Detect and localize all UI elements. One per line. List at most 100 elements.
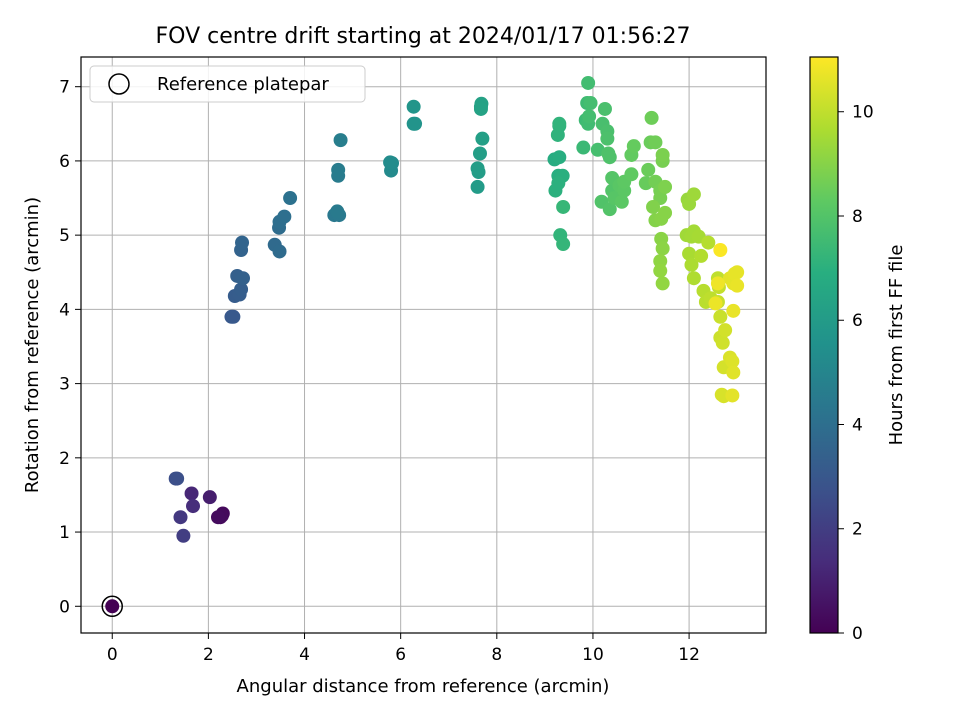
y-tick-label: 6 [59,152,70,172]
data-point [333,133,348,148]
data-point [202,490,217,505]
x-axis-ticks: 0 2 4 6 8 10 12 [107,633,700,665]
grid-lines [81,57,766,633]
data-point [708,296,723,311]
data-point [658,179,673,194]
data-point [614,194,629,209]
data-point [408,116,423,131]
x-tick-label: 10 [582,645,604,665]
x-axis-label: Angular distance from reference (arcmin) [237,676,610,697]
data-point [186,499,201,514]
chart-title: FOV centre drift starting at 2024/01/17 … [156,24,691,49]
data-point [648,135,663,150]
colorbar-label: Hours from first FF file [886,245,907,446]
data-point [582,109,597,124]
x-tick-label: 4 [299,645,310,665]
data-point [283,191,298,206]
data-point [173,510,188,525]
data-point [105,599,120,614]
data-point [226,309,241,324]
y-tick-label: 1 [59,523,70,543]
data-point [655,241,670,256]
data-point [470,161,485,176]
data-point [170,471,185,486]
data-point [641,162,656,177]
legend: Reference platepar [89,65,366,103]
x-tick-label: 2 [203,645,214,665]
y-axis-label: Rotation from reference (arcmin) [22,197,43,493]
data-point [713,242,728,257]
data-point [475,131,490,146]
data-point [597,101,612,116]
data-point [470,179,485,194]
legend-marker-icon [108,73,130,95]
data-point [184,486,199,501]
data-point [590,142,605,157]
data-point [710,276,725,291]
data-point [653,254,668,269]
data-point [718,323,733,338]
data-point [550,127,565,142]
colorbar-tick-label: 0 [852,624,863,644]
data-point [472,146,487,161]
data-point [655,147,670,162]
data-point [331,162,346,177]
data-point [653,263,668,278]
data-point [330,204,345,219]
data-point [552,150,567,165]
data-point [581,75,596,90]
colorbar-tick-label: 8 [852,207,863,227]
data-point [576,140,591,155]
y-tick-label: 5 [59,226,70,246]
colorbar-tick-label: 2 [852,520,863,540]
data-point [556,237,571,252]
data-point [694,248,709,263]
data-point [406,99,421,114]
y-axis-ticks: 0 1 2 3 4 5 6 7 [59,78,81,617]
data-point [686,271,701,286]
colorbar: 0 2 4 6 8 10 Hours from first FF file [809,56,907,644]
plot-frame [80,56,767,634]
data-point [726,365,741,380]
data-point [383,155,398,170]
data-points [105,75,745,614]
data-point [552,116,567,131]
x-tick-label: 12 [678,645,700,665]
colorbar-tick-label: 6 [852,311,863,331]
data-point [551,176,566,191]
x-tick-label: 8 [491,645,502,665]
data-point [646,199,661,214]
data-point [234,282,249,297]
data-point [602,150,617,165]
x-tick-label: 0 [107,645,118,665]
legend-box [89,65,366,103]
data-point [624,167,639,182]
y-tick-label: 0 [59,597,70,617]
data-point [644,110,659,125]
data-point [583,96,598,111]
data-point [277,209,292,224]
y-tick-label: 2 [59,449,70,469]
data-point [730,265,745,280]
data-point [473,101,488,116]
colorbar-tick-label: 4 [852,415,863,435]
data-point [715,335,730,350]
data-point [556,199,571,214]
y-tick-label: 4 [59,300,70,320]
data-point [701,235,716,250]
data-point [686,187,701,202]
data-point [626,139,641,154]
data-point [713,309,728,324]
data-point [235,235,250,250]
reference-marker [101,595,123,618]
data-point [730,278,745,293]
data-point [600,131,615,146]
data-point [682,246,697,261]
y-tick-label: 3 [59,375,70,395]
colorbar-ticks: 0 2 4 6 8 10 [838,103,874,644]
reference-marker-ring [101,595,123,618]
x-tick-label: 6 [395,645,406,665]
data-point [211,510,225,525]
